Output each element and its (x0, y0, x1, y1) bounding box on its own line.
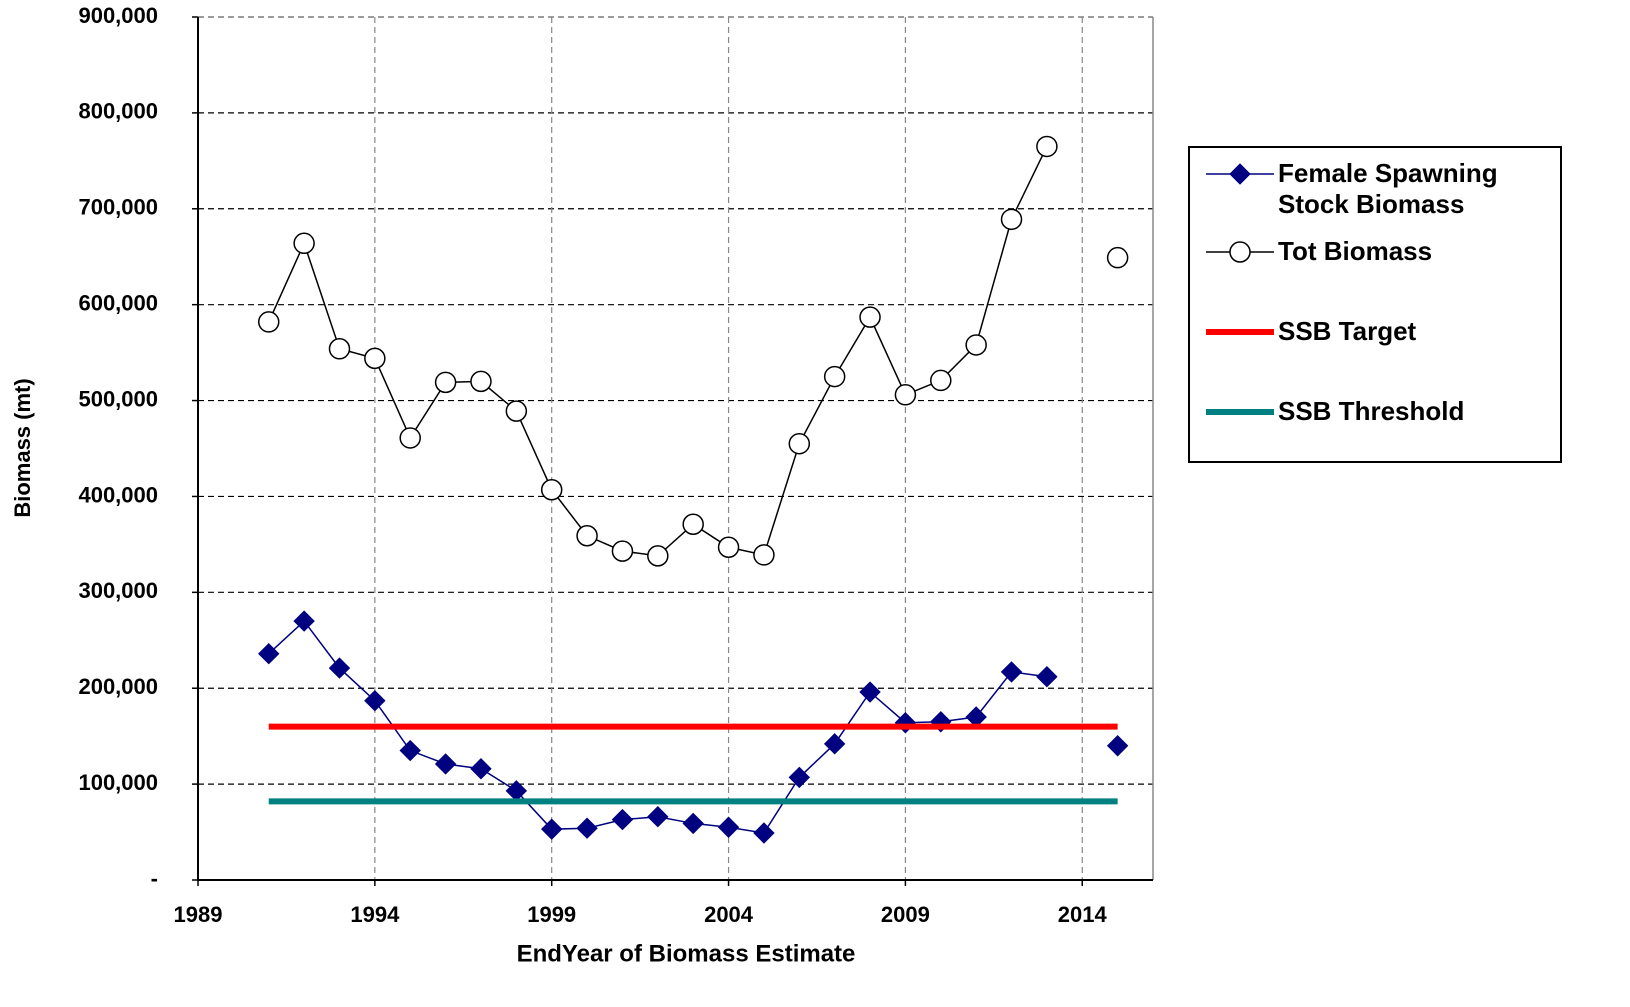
marker (894, 384, 917, 406)
marker (717, 816, 740, 838)
marker (257, 311, 280, 333)
marker (364, 347, 386, 370)
marker (753, 822, 775, 844)
marker (258, 642, 280, 665)
legend-swatch (1206, 241, 1274, 263)
marker (823, 733, 846, 755)
x-axis-label: EndYear of Biomass Estimate (517, 940, 856, 967)
y-tick-label: 100,000 (78, 770, 158, 795)
marker (859, 306, 881, 328)
marker (823, 365, 846, 388)
y-tick-label: 800,000 (78, 99, 158, 124)
legend-swatch (1206, 163, 1274, 185)
marker (647, 545, 669, 567)
series-line (269, 146, 1118, 555)
marker (1106, 735, 1129, 757)
y-tick-label: 200,000 (78, 674, 158, 699)
marker (434, 371, 457, 394)
marker (1229, 241, 1251, 263)
marker (1229, 163, 1251, 185)
legend-swatch (1206, 329, 1274, 335)
legend-label: SSB Threshold (1278, 396, 1465, 426)
y-tick-label: 900,000 (78, 3, 158, 28)
x-tick-label: 2009 (881, 902, 930, 927)
y-tick-label: 600,000 (78, 290, 158, 315)
marker (611, 540, 634, 562)
marker (859, 681, 881, 703)
marker (434, 753, 457, 775)
y-tick-label: 400,000 (78, 482, 158, 507)
marker (1036, 666, 1058, 688)
marker (293, 232, 315, 255)
y-tick-label: 500,000 (78, 386, 158, 411)
marker (1000, 661, 1023, 683)
marker (1036, 135, 1058, 158)
marker (470, 758, 492, 780)
legend-label: Female Spawning Stock Biomass (1278, 158, 1498, 219)
x-tick-label: 1989 (174, 902, 223, 927)
marker (1106, 246, 1129, 269)
y-axis-label: Biomass (mt) (10, 378, 35, 517)
marker (364, 689, 386, 712)
marker (399, 739, 421, 762)
legend: Female Spawning Stock Biomass Tot Biomass… (1188, 146, 1562, 463)
x-tick-label: 1999 (527, 902, 576, 927)
marker (328, 657, 351, 679)
marker (611, 808, 634, 831)
marker (647, 806, 669, 828)
marker (717, 536, 740, 559)
marker (682, 812, 704, 835)
marker (753, 544, 775, 566)
marker (1000, 208, 1023, 231)
legend-label: Tot Biomass (1278, 236, 1433, 266)
marker (293, 610, 315, 632)
marker (399, 427, 421, 449)
marker (576, 525, 598, 547)
marker (576, 817, 598, 839)
marker (328, 338, 351, 360)
marker (788, 766, 811, 789)
marker (540, 818, 563, 840)
marker (470, 370, 492, 393)
marker (505, 400, 528, 422)
x-tick-label: 2014 (1058, 902, 1108, 927)
x-tick-label: 2004 (704, 902, 754, 927)
legend-swatch (1206, 409, 1274, 415)
marker (540, 478, 563, 501)
y-tick-label: - (151, 866, 158, 891)
marker (682, 513, 704, 536)
legend-label: SSB Target (1278, 316, 1417, 346)
y-tick-label: 300,000 (78, 578, 158, 603)
marker (930, 369, 952, 392)
x-tick-label: 1994 (350, 902, 400, 927)
y-tick-label: 700,000 (78, 195, 158, 220)
marker (788, 432, 811, 455)
marker (965, 334, 987, 356)
